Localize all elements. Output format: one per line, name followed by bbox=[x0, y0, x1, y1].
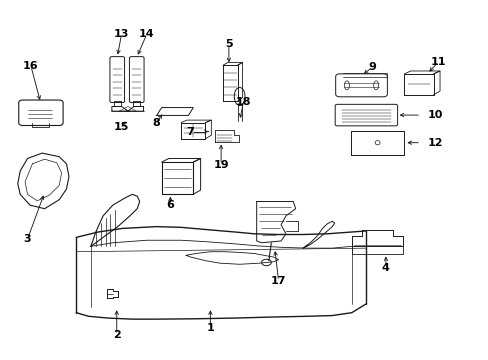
Text: 2: 2 bbox=[113, 330, 121, 340]
Text: 16: 16 bbox=[23, 61, 39, 71]
Text: 15: 15 bbox=[114, 122, 129, 132]
Text: 7: 7 bbox=[185, 127, 193, 136]
Text: 9: 9 bbox=[367, 62, 375, 72]
Text: 11: 11 bbox=[430, 57, 446, 67]
Text: 19: 19 bbox=[213, 159, 228, 170]
Text: 4: 4 bbox=[381, 263, 389, 273]
Text: 18: 18 bbox=[235, 97, 251, 107]
Text: 1: 1 bbox=[206, 323, 214, 333]
Text: 10: 10 bbox=[427, 110, 442, 120]
Text: 5: 5 bbox=[224, 40, 232, 49]
Text: 8: 8 bbox=[152, 118, 159, 128]
Text: 6: 6 bbox=[166, 200, 174, 210]
Text: 14: 14 bbox=[139, 29, 155, 39]
Text: 12: 12 bbox=[427, 138, 443, 148]
Text: 13: 13 bbox=[114, 29, 129, 39]
Text: 3: 3 bbox=[23, 234, 31, 244]
Text: 17: 17 bbox=[270, 276, 286, 286]
